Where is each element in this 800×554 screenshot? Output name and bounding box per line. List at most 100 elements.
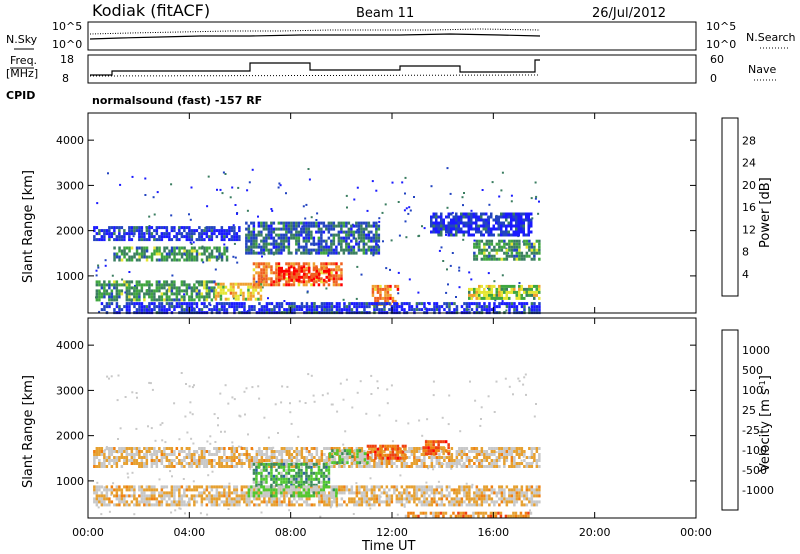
power-data-cell xyxy=(203,229,206,233)
power-data-cell xyxy=(150,308,154,312)
power-data-cell xyxy=(178,246,181,250)
power-data-cell xyxy=(475,287,478,291)
power-data-cell xyxy=(472,221,475,225)
power-data-cell xyxy=(255,239,258,243)
power-data-cell xyxy=(275,251,278,255)
velocity-data-cell xyxy=(455,465,459,468)
power-data-cell xyxy=(375,248,378,252)
velocity-data-cell xyxy=(238,456,241,459)
velocity-data-cell xyxy=(463,453,466,456)
power-data-cell xyxy=(133,298,136,302)
velocity-data-cell xyxy=(238,453,241,456)
power-data-cell xyxy=(320,245,323,249)
power-data-cell xyxy=(323,305,326,309)
velocity-data-cell xyxy=(483,497,486,501)
velocity-data-cell xyxy=(310,471,313,475)
power-data-cell xyxy=(513,284,516,288)
velocity-data-cell xyxy=(495,494,499,498)
power-data-cell xyxy=(175,292,179,296)
power-data-cell xyxy=(488,242,491,246)
velocity-data-cell xyxy=(475,497,479,501)
power-data-cell xyxy=(468,302,471,306)
power-data-cell xyxy=(217,294,220,298)
power-data-cell xyxy=(158,280,161,284)
power-data-cell xyxy=(165,255,169,259)
power-data-cell xyxy=(300,251,303,255)
power-y-axis-label: Slant Range [km] xyxy=(21,170,36,283)
velocity-data-cell xyxy=(373,459,376,462)
velocity-data-cell xyxy=(155,503,159,507)
velocity-data-cell xyxy=(120,465,124,468)
velocity-data-cell xyxy=(440,497,444,501)
velocity-noise-cell xyxy=(289,402,291,405)
velocity-data-cell xyxy=(193,494,196,498)
velocity-data-cell xyxy=(250,459,254,462)
power-data-cell xyxy=(163,286,166,290)
power-data-cell xyxy=(515,239,519,243)
power-data-cell xyxy=(475,218,478,222)
velocity-noise-cell xyxy=(124,396,127,398)
power-data-cell xyxy=(103,280,106,284)
power-data-cell xyxy=(508,239,511,243)
velocity-noise-cell xyxy=(263,416,266,419)
velocity-data-cell xyxy=(265,459,269,462)
power-data-cell xyxy=(430,215,433,219)
power-data-cell xyxy=(210,249,214,253)
power-data-cell xyxy=(295,224,298,228)
power-data-cell xyxy=(227,288,230,292)
power-data-cell xyxy=(203,305,206,309)
power-noise-cell xyxy=(449,264,452,267)
velocity-noise-cell xyxy=(386,388,389,391)
velocity-data-cell xyxy=(458,462,461,465)
velocity-data-cell xyxy=(348,497,351,501)
velocity-data-cell xyxy=(215,494,219,498)
power-data-cell xyxy=(255,262,258,266)
velocity-noise-cell xyxy=(407,422,410,425)
power-data-cell xyxy=(365,248,368,252)
velocity-data-cell xyxy=(153,450,156,453)
velocity-data-cell xyxy=(273,450,276,453)
velocity-data-cell xyxy=(288,459,291,462)
power-data-cell xyxy=(285,236,288,240)
velocity-data-cell xyxy=(170,459,174,462)
power-data-cell xyxy=(308,266,311,270)
velocity-data-cell xyxy=(380,447,384,450)
velocity-data-cell xyxy=(510,491,514,495)
power-noise-cell xyxy=(190,186,193,189)
power-data-cell xyxy=(178,292,181,296)
velocity-data-cell xyxy=(418,456,421,459)
power-noise-cell xyxy=(382,240,384,243)
velocity-data-cell xyxy=(473,462,476,465)
power-colorbar-label: Power [dB] xyxy=(758,177,773,248)
power-data-cell xyxy=(493,293,496,297)
velocity-data-cell xyxy=(170,447,174,450)
power-data-cell xyxy=(252,285,255,289)
power-data-cell xyxy=(173,280,176,284)
velocity-data-cell xyxy=(490,497,494,501)
power-data-cell xyxy=(440,230,443,234)
power-data-cell xyxy=(140,308,144,312)
velocity-data-cell xyxy=(533,503,536,507)
velocity-data-cell xyxy=(415,462,419,465)
power-data-cell xyxy=(158,246,161,250)
velocity-data-cell xyxy=(98,488,101,492)
velocity-data-cell xyxy=(230,459,234,462)
power-data-cell xyxy=(173,255,176,259)
velocity-data-cell xyxy=(425,488,429,492)
velocity-data-cell xyxy=(223,500,226,504)
power-data-cell xyxy=(384,290,387,294)
velocity-data-cell xyxy=(145,465,149,468)
power-data-cell xyxy=(347,233,351,237)
velocity-noise-cell xyxy=(178,438,181,441)
power-data-cell xyxy=(214,294,218,298)
power-data-cell xyxy=(190,289,194,293)
velocity-noise-cell xyxy=(312,394,315,397)
velocity-data-cell xyxy=(405,488,409,492)
velocity-data-cell xyxy=(93,462,96,465)
power-data-cell xyxy=(210,252,214,256)
power-data-cell xyxy=(315,269,318,273)
velocity-noise-cell xyxy=(217,417,219,420)
power-data-cell xyxy=(365,305,369,309)
power-data-cell xyxy=(495,293,498,297)
power-data-cell xyxy=(510,248,514,252)
